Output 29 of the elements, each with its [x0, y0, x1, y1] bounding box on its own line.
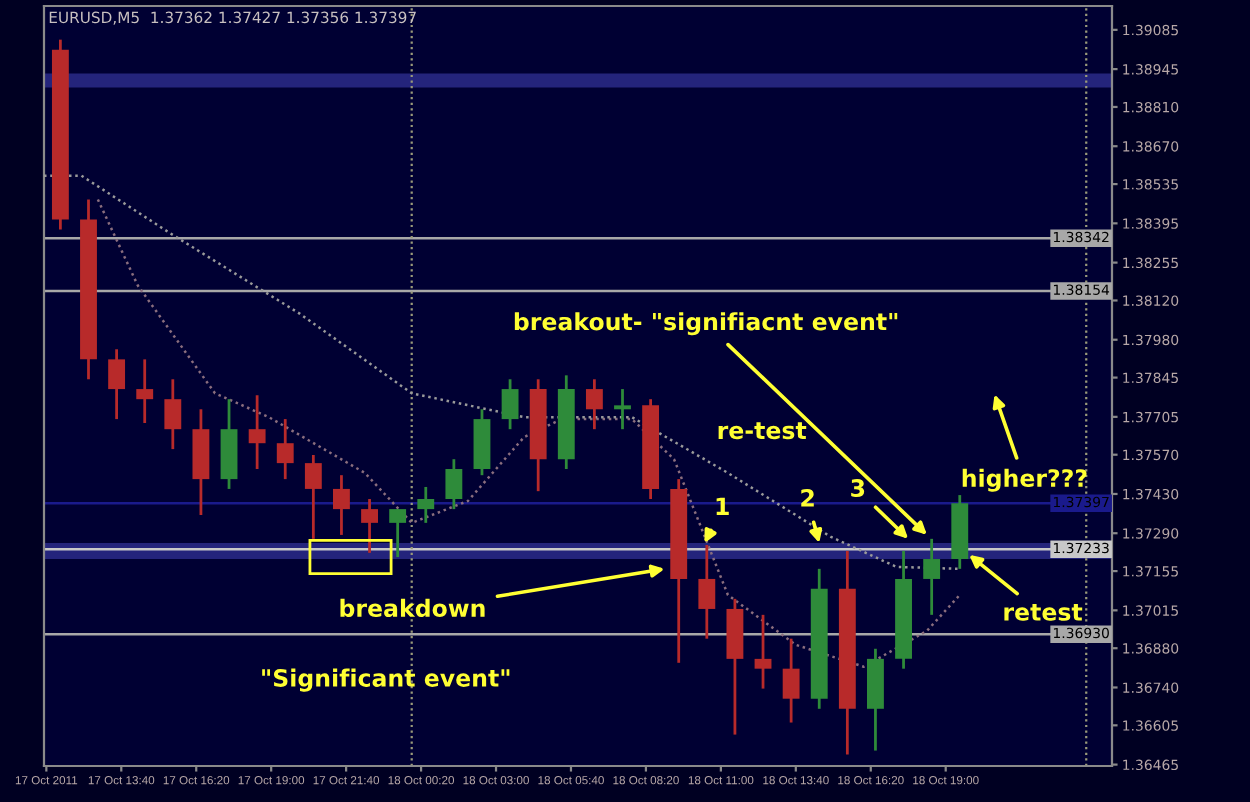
- candlestick: [585, 377, 603, 431]
- line-series: [44, 174, 962, 571]
- candlestick: [445, 457, 463, 511]
- annotation: breakdown: [340, 598, 485, 618]
- candlestick: [164, 377, 182, 451]
- candlestick: [614, 387, 631, 431]
- candlestick: [136, 357, 154, 425]
- annotation: higher???: [962, 468, 1087, 492]
- annotation: retest: [1004, 603, 1083, 621]
- annotation: 1: [716, 497, 729, 515]
- candlestick: [501, 377, 519, 431]
- annotation: breakout- "signifiacnt event": [514, 312, 898, 336]
- candlestick: [248, 393, 266, 471]
- candlestick: [782, 637, 800, 724]
- candlestick: [108, 347, 126, 421]
- annotation: 3: [851, 479, 865, 497]
- candlestick: [333, 473, 350, 537]
- annotation: "Significant event": [262, 668, 510, 692]
- annotation: 2: [801, 488, 814, 507]
- candlestick: [417, 485, 435, 525]
- line-series: [96, 198, 962, 668]
- candlestick: [698, 543, 716, 641]
- candlestick: [361, 497, 378, 555]
- annotation: re-test: [718, 422, 807, 440]
- candlestick: [304, 453, 322, 541]
- candlestick: [276, 417, 294, 481]
- candlestick: [754, 613, 772, 690]
- candlestick: [389, 507, 407, 559]
- candlestick: [923, 537, 941, 617]
